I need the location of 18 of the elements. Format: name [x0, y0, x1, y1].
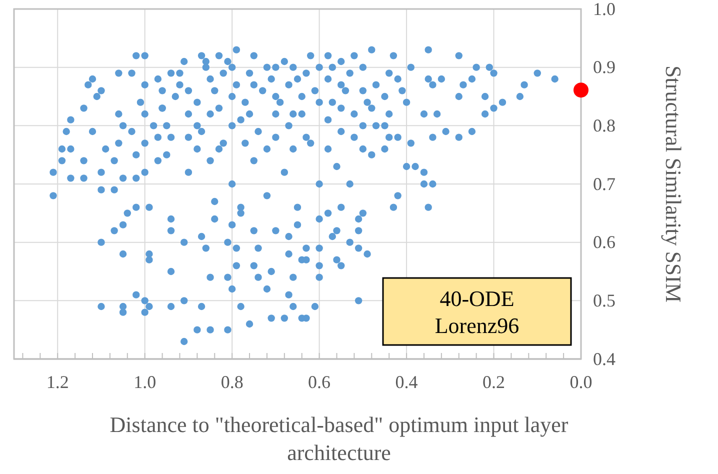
x-tick-label: 0.4: [395, 372, 418, 392]
y-axis-title: Structural Similarity SSIM: [661, 65, 686, 303]
x-tick-label: 0.8: [220, 372, 244, 392]
x-tick-label: 1.0: [134, 372, 156, 392]
y-tick-label: 0.7: [593, 174, 616, 194]
y-tick-label: 0.5: [593, 290, 616, 310]
x-axis-title: Distance to "theoretical-based" optimum input layer architecture: [110, 412, 569, 465]
y-tick-label: 1.0: [593, 0, 616, 19]
y-tick-label: 0.8: [593, 115, 616, 136]
annotation: 40-ODE Lorenz96: [434, 286, 520, 338]
x-tick-label: 0.6: [308, 372, 331, 392]
y-tick-label: 0.9: [593, 57, 616, 78]
x-tick-label: 1.2: [46, 372, 69, 392]
y-tick-label: 0.4: [593, 348, 616, 369]
text-box: 40-ODE Lorenz96: [382, 277, 572, 346]
x-tick-label: 0.2: [482, 372, 506, 392]
x-tick-label: 0.0: [570, 372, 592, 392]
y-tick-label: 0.6: [593, 232, 616, 252]
